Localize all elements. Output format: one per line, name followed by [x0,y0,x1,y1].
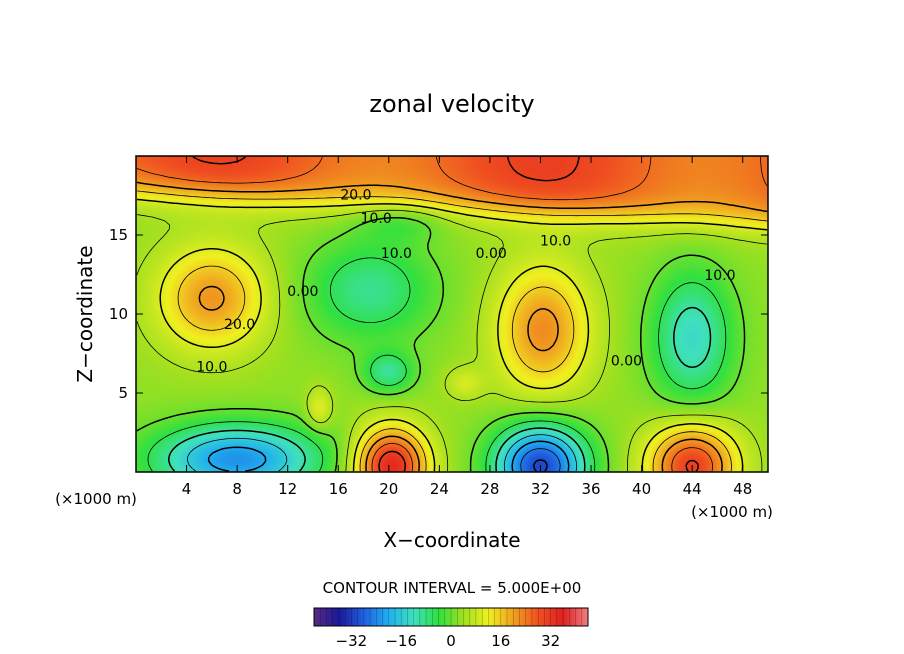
contour-label: 10.0 [704,268,735,284]
plot-area: 20.0 10.0 10.0 0.00 10.0 10.0 0.00 20.0 10.0 0.00 [135,155,769,473]
x-tick-label: 44 [683,480,702,498]
y-tick-label: 5 [118,384,128,402]
x-tick-label: 40 [632,480,651,498]
contour-label: 10.0 [196,360,227,376]
colorbar-tick-label: 16 [491,632,510,650]
colorbar: −32 −16 0 16 32 [313,607,589,650]
x-tick-label: 32 [531,480,550,498]
contour-label: 0.00 [611,353,642,369]
x-tick-label: 8 [232,480,242,498]
contour-label: 10.0 [540,233,571,249]
contour-label: 20.0 [340,188,371,204]
contour-line [532,459,548,472]
y-axis-label: Z−coordinate [73,245,97,382]
x-tick-label: 36 [581,480,600,498]
contour-label: 10.0 [361,211,392,227]
x-unit-right: (×1000 m) [691,503,773,521]
colorbar-tick-label: −16 [385,632,417,650]
colorbar-tick-label: 0 [446,632,456,650]
contour-interval-text: CONTOUR INTERVAL = 5.000E+00 [323,579,582,597]
contour-line [136,198,768,472]
colorbar-ticks: −32 −16 0 16 32 [320,608,582,650]
contour-line [136,190,768,472]
contour-line [147,257,727,472]
contour-line [168,306,712,472]
contour-line [136,181,768,472]
contour-line [192,156,699,472]
x-tick-label: 16 [329,480,348,498]
contour-label: 0.00 [287,284,318,300]
contour-labels: 20.0 10.0 10.0 0.00 10.0 10.0 0.00 20.0 10.0 0.00 [196,188,735,376]
contour-line [187,434,577,472]
x-tick-label: 12 [278,480,297,498]
velocity-field [136,156,768,472]
contour-line [207,440,570,472]
colorbar-tick-label: −32 [336,632,368,650]
contour-label: 10.0 [381,246,412,262]
chart-title: zonal velocity [369,90,534,118]
colorbar-tick-label: 32 [541,632,560,650]
y-axis-ticks: 5 10 15 [109,226,768,402]
x-axis-ticks: 4 8 12 16 20 24 28 32 36 40 44 48 [182,156,752,498]
contour-line [136,156,768,472]
contour-label: 20.0 [224,317,255,333]
x-tick-label: 24 [430,480,449,498]
x-tick-label: 4 [182,480,192,498]
contour-line [520,448,561,472]
x-tick-label: 20 [379,480,398,498]
x-unit-left: (×1000 m) [55,490,137,508]
x-tick-label: 28 [480,480,499,498]
y-tick-label: 10 [109,305,128,323]
contour-line [136,216,746,472]
contour-lines [136,156,768,472]
x-tick-label: 48 [733,480,752,498]
x-axis-label: X−coordinate [383,528,520,552]
y-tick-label: 15 [109,226,128,244]
contour-line [136,209,768,472]
contour-label: 0.00 [476,246,507,262]
